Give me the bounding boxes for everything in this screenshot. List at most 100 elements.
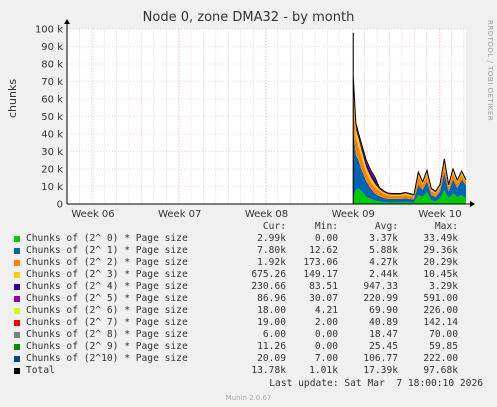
legend-value-cur: 13.78k bbox=[251, 365, 286, 376]
legend-value-max: 20.29k bbox=[423, 257, 458, 268]
legend-column-header: Avg: bbox=[374, 221, 398, 232]
legend-column-header: Min: bbox=[314, 221, 338, 232]
rrdtool-credit: RRDTOOL / TOBI OETIKER bbox=[486, 20, 494, 122]
legend-value-min: 12.62 bbox=[309, 245, 338, 256]
legend-series-name: Chunks of (2^ 2) * Page size bbox=[26, 257, 188, 268]
legend-value-cur: 7.80k bbox=[257, 245, 286, 256]
x-tick-label: Week 10 bbox=[418, 209, 461, 220]
legend-swatch bbox=[14, 368, 20, 374]
x-tick-label: Week 08 bbox=[245, 209, 288, 220]
legend-series-name: Chunks of (2^ 5) * Page size bbox=[26, 293, 188, 304]
legend-value-cur: 11.26 bbox=[257, 341, 286, 352]
legend-value-min: 173.06 bbox=[303, 257, 338, 268]
legend-value-max: 222.00 bbox=[423, 353, 458, 364]
legend-series-name: Chunks of (2^ 3) * Page size bbox=[26, 269, 188, 280]
y-tick-label: 50 k bbox=[41, 112, 63, 123]
y-axis-arrow bbox=[64, 19, 70, 24]
legend-value-max: 10.45k bbox=[423, 269, 458, 280]
y-tick-label: 60 k bbox=[41, 95, 63, 106]
legend-value-cur: 2.99k bbox=[257, 233, 286, 244]
legend-value-cur: 20.09 bbox=[257, 353, 286, 364]
legend-value-max: 142.14 bbox=[423, 317, 458, 328]
legend-value-avg: 18.47 bbox=[369, 329, 398, 340]
legend-swatch bbox=[14, 236, 20, 242]
x-tick-label: Week 09 bbox=[332, 209, 375, 220]
legend-value-cur: 18.00 bbox=[257, 305, 286, 316]
y-tick-label: 40 k bbox=[41, 130, 63, 141]
legend-series-name: Chunks of (2^10) * Page size bbox=[26, 353, 188, 364]
legend-series-name: Chunks of (2^ 4) * Page size bbox=[26, 281, 188, 292]
chart-title: Node 0, zone DMA32 - by month bbox=[142, 10, 355, 25]
legend-value-min: 83.51 bbox=[309, 281, 338, 292]
legend-value-min: 4.21 bbox=[314, 305, 338, 316]
legend-value-cur: 1.92k bbox=[257, 257, 286, 268]
legend-value-min: 2.00 bbox=[314, 317, 338, 328]
legend-value-avg: 106.77 bbox=[363, 353, 398, 364]
legend-series-name: Chunks of (2^ 7) * Page size bbox=[26, 317, 188, 328]
legend-value-avg: 3.37k bbox=[369, 233, 398, 244]
legend-value-max: 59.85 bbox=[429, 341, 458, 352]
legend-value-max: 70.00 bbox=[429, 329, 458, 340]
legend-value-min: 0.00 bbox=[314, 329, 338, 340]
y-tick-label: 10 k bbox=[41, 182, 63, 193]
legend-value-avg: 25.45 bbox=[369, 341, 398, 352]
legend-swatch bbox=[14, 260, 20, 266]
legend-value-avg: 947.33 bbox=[363, 281, 398, 292]
legend-value-min: 0.00 bbox=[314, 233, 338, 244]
legend-series-name: Chunks of (2^ 9) * Page size bbox=[26, 341, 188, 352]
x-tick-label: Week 06 bbox=[71, 209, 114, 220]
legend-value-max: 591.00 bbox=[423, 293, 458, 304]
y-tick-label: 100 k bbox=[35, 25, 63, 36]
legend-series-name: Chunks of (2^ 1) * Page size bbox=[26, 245, 188, 256]
y-tick-label: 80 k bbox=[41, 60, 63, 71]
legend-series-name: Chunks of (2^ 6) * Page size bbox=[26, 305, 188, 316]
legend-swatch bbox=[14, 356, 20, 362]
legend-value-cur: 675.26 bbox=[251, 269, 286, 280]
legend-value-max: 29.36k bbox=[423, 245, 458, 256]
legend-swatch bbox=[14, 308, 20, 314]
legend-value-max: 226.00 bbox=[423, 305, 458, 316]
x-axis-arrow bbox=[470, 201, 475, 207]
legend-value-avg: 40.89 bbox=[369, 317, 398, 328]
legend-value-min: 1.01k bbox=[309, 365, 338, 376]
legend-value-min: 149.17 bbox=[303, 269, 338, 280]
legend-swatch bbox=[14, 296, 20, 302]
legend-swatch bbox=[14, 344, 20, 350]
legend-swatch bbox=[14, 332, 20, 338]
legend-value-min: 0.00 bbox=[314, 341, 338, 352]
legend-column-header: Max: bbox=[434, 221, 458, 232]
legend-series-name: Chunks of (2^ 8) * Page size bbox=[26, 329, 188, 340]
legend-swatch bbox=[14, 272, 20, 278]
legend-value-max: 3.29k bbox=[429, 281, 458, 292]
legend-swatch bbox=[14, 284, 20, 290]
legend-value-avg: 2.44k bbox=[369, 269, 398, 280]
y-tick-label: 70 k bbox=[41, 77, 63, 88]
legend-value-avg: 17.39k bbox=[363, 365, 398, 376]
x-tick-label: Week 07 bbox=[158, 209, 201, 220]
y-tick-label: 90 k bbox=[41, 42, 63, 53]
legend-value-cur: 86.96 bbox=[257, 293, 286, 304]
munin-version: Munin 2.0.67 bbox=[225, 394, 272, 402]
legend-value-max: 33.49k bbox=[423, 233, 458, 244]
legend-value-cur: 230.66 bbox=[251, 281, 286, 292]
legend-value-avg: 220.99 bbox=[363, 293, 398, 304]
legend-value-avg: 4.27k bbox=[369, 257, 398, 268]
last-update: Last update: Sat Mar 7 18:00:10 2026 bbox=[269, 378, 483, 389]
total-line bbox=[352, 33, 467, 204]
legend-value-avg: 69.90 bbox=[369, 305, 398, 316]
y-tick-label: 30 k bbox=[41, 147, 63, 158]
legend-column-header: Cur: bbox=[262, 221, 286, 232]
legend-value-min: 7.00 bbox=[314, 353, 338, 364]
legend-swatch bbox=[14, 320, 20, 326]
y-tick-label: 20 k bbox=[41, 165, 63, 176]
legend-value-cur: 19.00 bbox=[257, 317, 286, 328]
y-tick-label: 0 bbox=[57, 200, 63, 211]
legend-value-max: 97.68k bbox=[423, 365, 458, 376]
legend-value-avg: 5.88k bbox=[369, 245, 398, 256]
legend-series-name: Total bbox=[26, 365, 55, 376]
legend-value-min: 30.07 bbox=[309, 293, 338, 304]
legend-series-name: Chunks of (2^ 0) * Page size bbox=[26, 233, 188, 244]
legend-value-cur: 6.00 bbox=[262, 329, 286, 340]
legend-swatch bbox=[14, 248, 20, 254]
